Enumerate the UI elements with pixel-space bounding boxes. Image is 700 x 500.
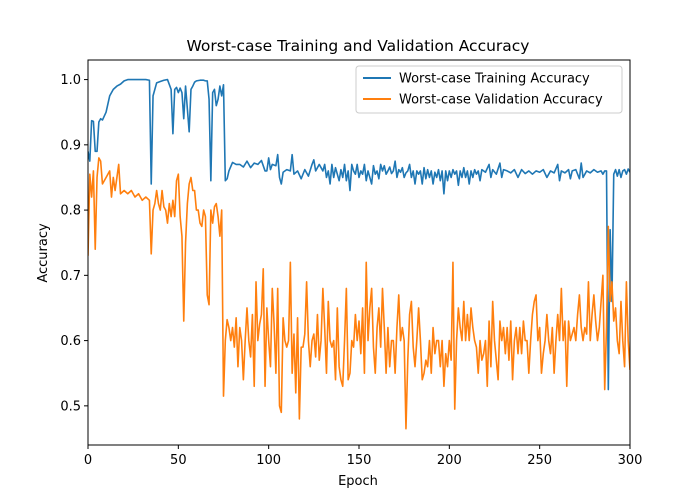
x-tick-label: 50 (170, 453, 187, 468)
x-tick-label: 100 (256, 453, 281, 468)
y-tick-label: 0.5 (60, 399, 81, 414)
x-tick-label: 250 (527, 453, 552, 468)
chart-title: Worst-case Training and Validation Accur… (187, 37, 530, 55)
x-tick-label: 300 (618, 453, 643, 468)
x-axis-title: Epoch (338, 474, 378, 489)
y-tick-label: 0.6 (60, 334, 81, 349)
y-tick-label: 0.7 (60, 269, 81, 284)
x-tick-label: 0 (84, 453, 92, 468)
series-line-validation (88, 157, 630, 430)
y-tick-label: 1.0 (60, 73, 81, 88)
legend: Worst-case Training Accuracy Worst-case … (355, 65, 623, 114)
x-tick-label: 150 (347, 453, 372, 468)
y-tick-label: 0.9 (60, 138, 81, 153)
legend-label-training: Worst-case Training Accuracy (399, 72, 590, 87)
y-tick-label: 0.8 (60, 204, 81, 219)
y-axis-title: Accuracy (36, 223, 51, 283)
legend-box (355, 65, 623, 114)
series-layer (88, 78, 630, 430)
x-tick-label: 200 (437, 453, 462, 468)
axes-layer: 0 50 100 150 200 250 300 0.5 0.6 0.7 0.8 0.9 1.0 (60, 59, 643, 468)
legend-label-validation: Worst-case Validation Accuracy (399, 93, 603, 108)
series-line-training (88, 78, 630, 391)
